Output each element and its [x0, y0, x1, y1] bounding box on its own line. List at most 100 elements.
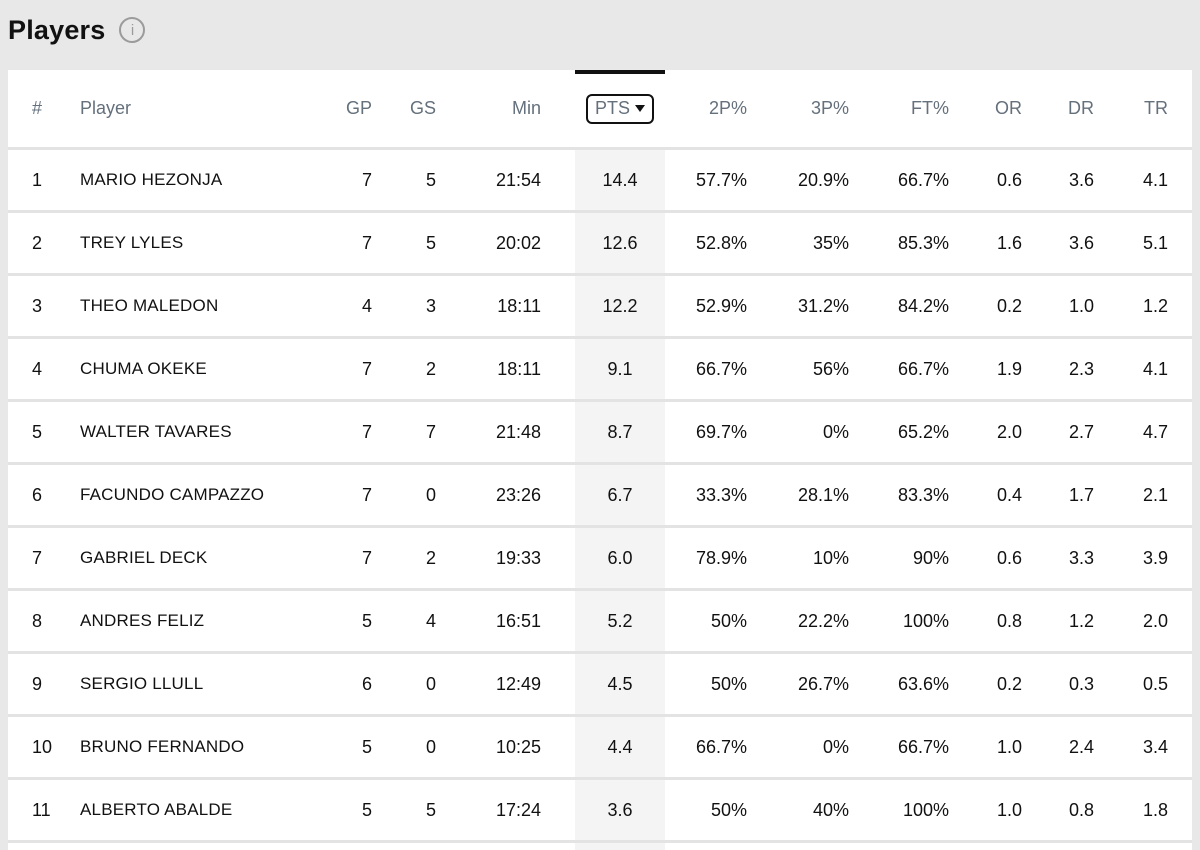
cell-p3: 20.9%	[797, 169, 849, 190]
cell-player[interactable]: CHUMA OKEKE	[80, 359, 207, 378]
cell-gs: 0	[425, 736, 436, 757]
cell-or: 0.6	[996, 547, 1022, 568]
cell-p2: 57.7%	[695, 169, 747, 190]
cell-gp: 5	[361, 799, 372, 820]
header-cell-tr[interactable]: TR	[1144, 98, 1168, 118]
cell-ft: 90%	[912, 547, 949, 568]
cell-gs: 5	[425, 232, 436, 253]
cell-player[interactable]: ANDRES FELIZ	[80, 611, 205, 630]
cell-dr: 1.2	[1068, 610, 1094, 631]
cell-gp: 7	[361, 169, 372, 190]
cell-player[interactable]: TREY LYLES	[80, 233, 184, 252]
header-cell-or[interactable]: OR	[995, 98, 1022, 118]
next-row-cutoff	[8, 840, 1192, 850]
cell-pts: 4.4	[551, 717, 665, 777]
cell-min: 19:33	[495, 547, 541, 568]
cell-player[interactable]: FACUNDO CAMPAZZO	[80, 485, 265, 504]
header-cell-p2[interactable]: 2P%	[708, 98, 747, 118]
cell-player[interactable]: WALTER TAVARES	[80, 422, 232, 441]
cell-player[interactable]: BRUNO FERNANDO	[80, 737, 245, 756]
cell-player[interactable]: THEO MALEDON	[80, 296, 219, 315]
cell-or: 1.0	[996, 736, 1022, 757]
header-cell-pts[interactable]: PTS	[551, 93, 665, 124]
table-row: 10 BRUNO FERNANDO 5 0 10:25 4.4 66.7% 0% 66.7% 1.…	[8, 714, 1192, 777]
header-cell-ft[interactable]: FT%	[911, 98, 949, 118]
table-row: 8 ANDRES FELIZ 5 4 16:51 5.2 50% 22.2% 100% 0.8 1.…	[8, 588, 1192, 651]
cell-min: 16:51	[495, 610, 541, 631]
table-row: 9 SERGIO LLULL 6 0 12:49 4.5 50% 26.7% 63.6% 0.2 0…	[8, 651, 1192, 714]
cell-player[interactable]: GABRIEL DECK	[80, 548, 208, 567]
cell-gs: 2	[425, 547, 436, 568]
cell-ft: 66.7%	[897, 169, 949, 190]
cell-dr: 1.7	[1068, 484, 1094, 505]
header-cell-player[interactable]: Player	[80, 98, 132, 118]
cell-gp: 7	[361, 484, 372, 505]
cell-p2: 52.8%	[695, 232, 747, 253]
cell-pts: 14.4	[551, 150, 665, 210]
sorted-column-indicator-bar	[575, 70, 665, 74]
cell-tr: 0.5	[1142, 673, 1168, 694]
cell-dr: 2.3	[1068, 358, 1094, 379]
header-cell-dr[interactable]: DR	[1068, 98, 1094, 118]
header-cell-p3[interactable]: 3P%	[810, 98, 849, 118]
cell-gp: 7	[361, 421, 372, 442]
cell-rank: 10	[32, 736, 53, 757]
cell-ft: 65.2%	[897, 421, 949, 442]
cell-or: 0.2	[996, 295, 1022, 316]
cell-pts: 8.7	[551, 402, 665, 462]
cell-rank: 6	[32, 484, 43, 505]
cell-rank: 9	[32, 673, 43, 694]
cell-tr: 3.4	[1142, 736, 1168, 757]
cell-p3: 0%	[822, 736, 849, 757]
info-icon[interactable]: i	[119, 17, 146, 43]
cell-ft: 100%	[902, 799, 949, 820]
players-table: # Player GP GS Min PTS 2P% 3P% FT% OR DR TR 1 MARI…	[8, 70, 1192, 850]
cell-min: 18:11	[497, 358, 541, 379]
cell-rank: 8	[32, 610, 43, 631]
cell-player[interactable]: MARIO HEZONJA	[80, 170, 223, 189]
cell-p2: 66.7%	[695, 736, 747, 757]
cell-pts: 6.0	[551, 528, 665, 588]
cell-dr: 1.0	[1068, 295, 1094, 316]
sort-button-pts[interactable]: PTS	[585, 93, 654, 124]
cell-p3: 0%	[822, 421, 849, 442]
cell-rank: 4	[32, 358, 43, 379]
table-row: 5 WALTER TAVARES 7 7 21:48 8.7 69.7% 0% 65.2% 2.0…	[8, 399, 1192, 462]
cell-min: 10:25	[495, 736, 541, 757]
cell-tr: 1.2	[1142, 295, 1168, 316]
cell-min: 21:54	[495, 169, 541, 190]
cell-pts: 9.1	[551, 339, 665, 399]
cell-rank: 11	[32, 799, 51, 820]
cell-gp: 5	[361, 610, 372, 631]
cell-gs: 5	[425, 799, 436, 820]
cell-p3: 26.7%	[797, 673, 849, 694]
cell-ft: 66.7%	[897, 736, 949, 757]
cell-or: 1.6	[996, 232, 1022, 253]
cell-pts: 6.7	[551, 465, 665, 525]
cell-ft: 66.7%	[897, 358, 949, 379]
page-header: Players i	[0, 0, 1200, 50]
cell-player[interactable]: ALBERTO ABALDE	[80, 800, 233, 819]
cell-min: 20:02	[495, 232, 541, 253]
header-cell-gs[interactable]: GS	[409, 98, 436, 118]
cell-dr: 2.4	[1068, 736, 1094, 757]
table-row: 7 GABRIEL DECK 7 2 19:33 6.0 78.9% 10% 90% 0.6 3.3…	[8, 525, 1192, 588]
cell-ft: 84.2%	[897, 295, 949, 316]
cell-gp: 4	[361, 295, 372, 316]
header-cell-rank[interactable]: #	[32, 98, 43, 118]
cell-or: 0.6	[996, 169, 1022, 190]
cell-gs: 4	[425, 610, 436, 631]
cell-tr: 3.9	[1142, 547, 1168, 568]
cell-tr: 1.8	[1142, 799, 1168, 820]
cell-p3: 56%	[812, 358, 849, 379]
cell-min: 18:11	[497, 295, 541, 316]
cell-min: 23:26	[495, 484, 541, 505]
cell-player[interactable]: SERGIO LLULL	[80, 674, 204, 693]
sort-button-label: PTS	[594, 97, 630, 118]
cell-or: 0.4	[996, 484, 1022, 505]
table-header-row: # Player GP GS Min PTS 2P% 3P% FT% OR DR TR	[8, 70, 1192, 147]
header-cell-min[interactable]: Min	[511, 98, 541, 118]
cell-dr: 2.7	[1068, 421, 1094, 442]
cell-p2: 50%	[710, 673, 747, 694]
header-cell-gp[interactable]: GP	[345, 98, 372, 118]
